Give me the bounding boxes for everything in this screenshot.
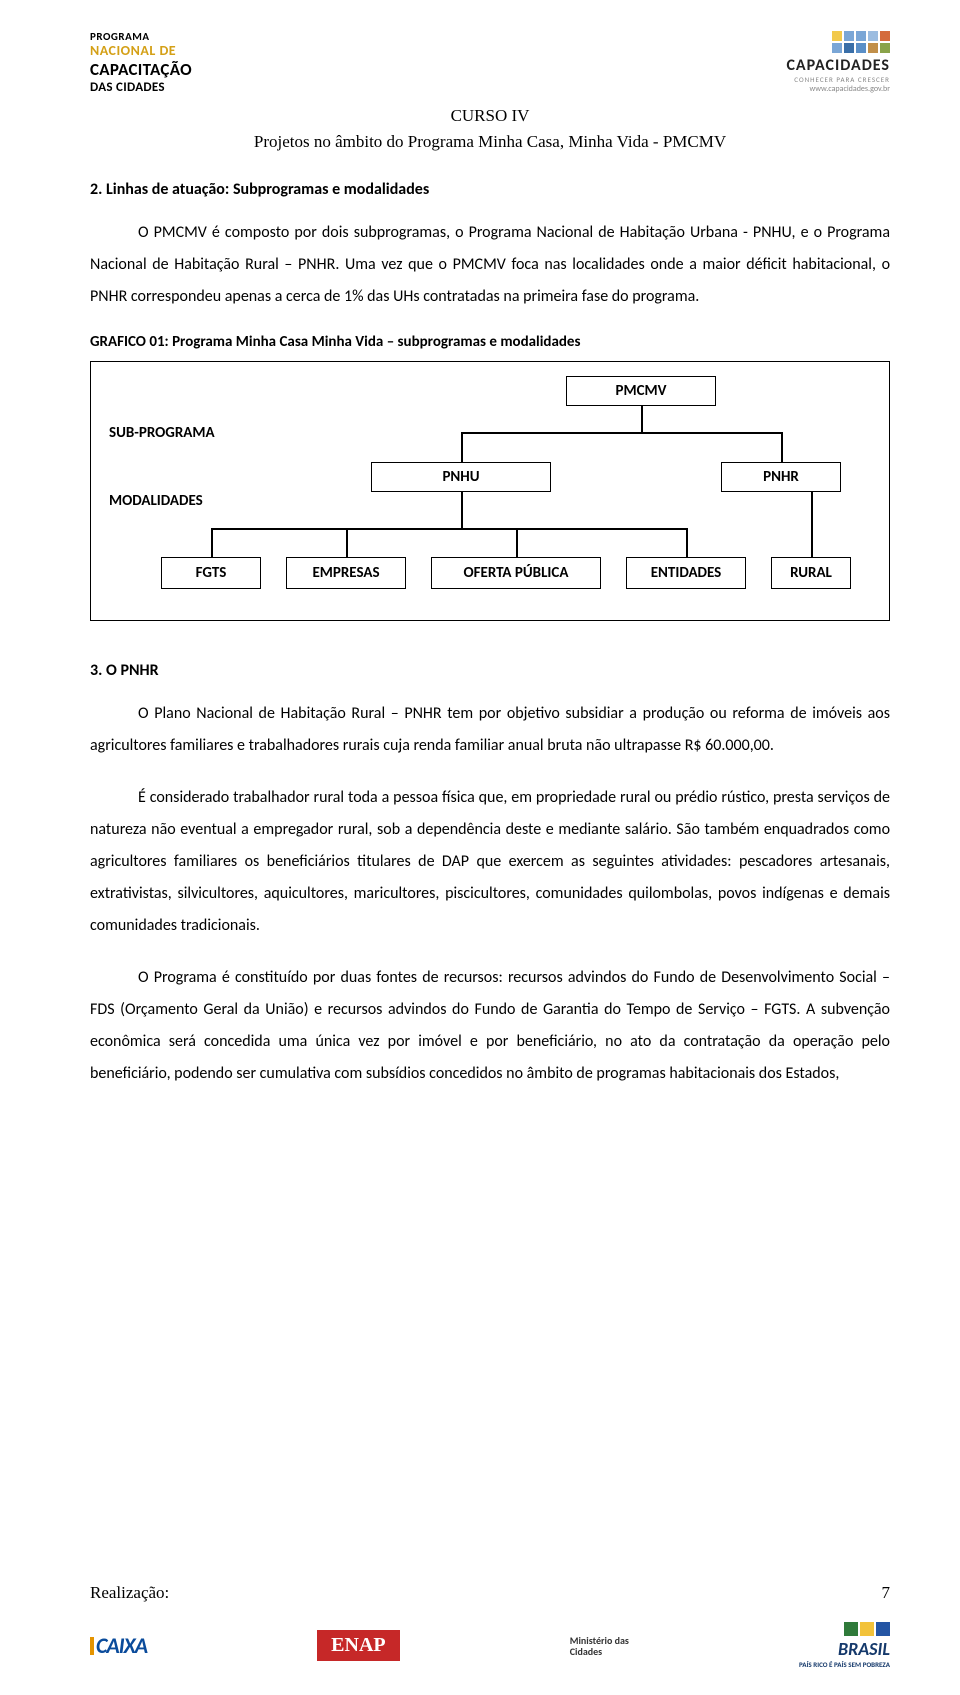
diagram-label-subprograma: SUB-PROGRAMA (109, 424, 215, 442)
capacidades-grid-icon (786, 31, 890, 53)
diagram-node-oferta: OFERTA PÚBLICA (431, 557, 601, 589)
capacidades-title: CAPACIDADES (786, 56, 890, 75)
logo-brasil-sub: PAÍS RICO É PAÍS SEM POBREZA (799, 1660, 890, 1669)
logo-left-line4: DAS CIDADES (90, 80, 192, 96)
section3-p1-text: O Plano Nacional de Habitação Rural – PN… (90, 704, 890, 755)
section3-p2: É considerado trabalhador rural toda a p… (90, 782, 890, 942)
section3-p2-text: É considerado trabalhador rural toda a p… (90, 788, 890, 935)
logo-min-l1: Ministério das (570, 1635, 629, 1646)
section3-p1: O Plano Nacional de Habitação Rural – PN… (90, 698, 890, 762)
diagram-connector-4 (461, 492, 463, 528)
logo-ministerio: Ministério das Cidades (570, 1635, 629, 1657)
diagram-connector-5 (211, 528, 686, 530)
diagram-node-pnhu: PNHU (371, 462, 551, 492)
diagram-connector-1 (461, 432, 781, 434)
logo-brasil-title: BRASIL (799, 1638, 890, 1660)
logo-capacidades: CAPACIDADES CONHECER PARA CRESCER www.ca… (786, 31, 890, 94)
section2-heading: 2. Linhas de atuação: Subprogramas e mod… (90, 180, 890, 199)
diagram-connector-6 (211, 528, 213, 557)
course-subtitle: Projetos no âmbito do Programa Minha Cas… (90, 132, 890, 152)
brasil-flag-icon (799, 1622, 890, 1636)
logo-caixa-text: CAIXA (96, 1632, 147, 1659)
course-title: CURSO IV (90, 106, 890, 126)
section3-p3-text: O Programa é constituído por duas fontes… (90, 968, 890, 1083)
footer-realizacao: Realização: (90, 1583, 169, 1603)
diagram-connector-3 (781, 432, 783, 462)
diagram-caption: GRAFICO 01: Programa Minha Casa Minha Vi… (90, 333, 890, 351)
diagram-connector-9 (686, 528, 688, 557)
diagram-node-fgts: FGTS (161, 557, 261, 589)
logo-left-line3: CAPACITAÇÃO (90, 60, 192, 80)
logo-capacitacao: PROGRAMA NACIONAL DE CAPACITAÇÃO DAS CID… (90, 30, 192, 96)
logo-min-l2: Cidades (570, 1646, 629, 1657)
logo-left-line2: NACIONAL DE (90, 43, 192, 60)
section2-para-text: O PMCMV é composto por dois subprogramas… (90, 223, 890, 306)
section2-paragraph: O PMCMV é composto por dois subprogramas… (90, 217, 890, 313)
page-number: 7 (882, 1583, 891, 1603)
diagram-connector-8 (516, 528, 518, 557)
diagram-node-rural: RURAL (771, 557, 851, 589)
capacidades-url: www.capacidades.gov.br (786, 84, 890, 94)
capacidades-sub: CONHECER PARA CRESCER (786, 75, 890, 84)
logo-enap: ENAP (317, 1630, 399, 1661)
logo-brasil: BRASIL PAÍS RICO É PAÍS SEM POBREZA (799, 1622, 890, 1669)
footer-logos: CAIXA ENAP Ministério das Cidades BRASIL… (90, 1622, 890, 1669)
section3-p3: O Programa é constituído por duas fontes… (90, 962, 890, 1090)
diagram-label-modalidades: MODALIDADES (109, 492, 203, 510)
diagram-node-empresas: EMPRESAS (286, 557, 406, 589)
diagram-connector-7 (346, 528, 348, 557)
header-logos: PROGRAMA NACIONAL DE CAPACITAÇÃO DAS CID… (90, 30, 890, 96)
section3-heading: 3. O PNHR (90, 661, 890, 680)
diagram-connector-2 (461, 432, 463, 462)
org-diagram: SUB-PROGRAMA MODALIDADES PMCMV PNHU PNHR FG… (90, 361, 890, 621)
logo-caixa: CAIXA (90, 1632, 147, 1659)
diagram-connector-10 (811, 492, 813, 557)
diagram-node-root: PMCMV (566, 376, 716, 406)
diagram-connector-0 (641, 406, 643, 432)
diagram-node-entidades: ENTIDADES (626, 557, 746, 589)
diagram-node-pnhr: PNHR (721, 462, 841, 492)
